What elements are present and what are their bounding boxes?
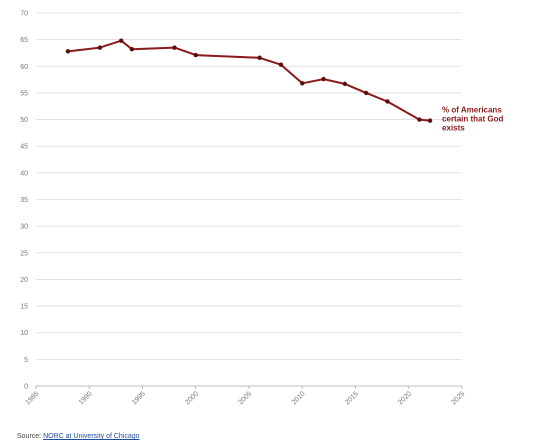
x-tick-label: 1990: [78, 390, 94, 406]
data-point: [300, 81, 305, 86]
source-link[interactable]: NORC at University of Chicago: [43, 433, 140, 440]
data-point: [97, 45, 103, 50]
x-tick-label: 2005: [237, 390, 253, 406]
data-point: [119, 38, 124, 43]
y-tick-label: 35: [20, 197, 28, 204]
y-tick-label: 55: [20, 90, 28, 97]
y-tick-label: 30: [20, 224, 28, 231]
x-tick-label: 2015: [344, 390, 360, 406]
x-tick-label: 2025: [450, 390, 466, 406]
y-tick-label: 25: [20, 250, 28, 257]
series-line: [67, 39, 431, 122]
data-point: [427, 118, 433, 123]
data-point: [257, 55, 262, 60]
y-axis: 0 5 10 15 20 25 30 35 40 45 50 55 60 65 70: [20, 11, 28, 391]
grid-lines: [36, 12, 462, 387]
y-tick-label: 0: [24, 384, 28, 391]
y-tick-label: 50: [20, 117, 28, 124]
data-point: [385, 99, 390, 104]
y-tick-label: 20: [20, 277, 28, 284]
x-tick-label: 1985: [24, 390, 40, 406]
y-tick-label: 60: [20, 64, 28, 71]
y-tick-label: 40: [20, 170, 28, 177]
x-axis: 1985 1990 1995 2000 2005 2010 2015 2020 2025: [24, 386, 466, 406]
data-point: [129, 47, 135, 52]
data-point: [363, 90, 369, 96]
y-tick-label: 65: [20, 37, 28, 44]
y-tick-label: 5: [24, 357, 28, 364]
x-tick-label: 1995: [131, 390, 147, 406]
y-tick-label: 70: [20, 11, 28, 18]
y-tick-label: 10: [20, 330, 28, 337]
data-point: [65, 49, 71, 54]
data-point: [278, 62, 284, 67]
source-note: Source: NORC at University of Chicago: [17, 433, 140, 440]
x-tick-label: 2010: [291, 390, 307, 406]
data-point: [321, 76, 326, 82]
data-point: [172, 45, 177, 50]
y-tick-label: 15: [20, 304, 28, 311]
series-label: % of Americans: [442, 106, 502, 115]
x-tick-label: 2000: [184, 390, 200, 406]
data-point: [193, 52, 198, 58]
y-tick-label: 45: [20, 144, 28, 151]
x-tick-label: 2020: [397, 390, 413, 406]
source-prefix: Source:: [17, 433, 44, 440]
data-point: [417, 117, 422, 122]
data-point: [342, 81, 348, 87]
series-label: exists: [442, 124, 465, 133]
series-label: certain that God: [442, 115, 503, 124]
